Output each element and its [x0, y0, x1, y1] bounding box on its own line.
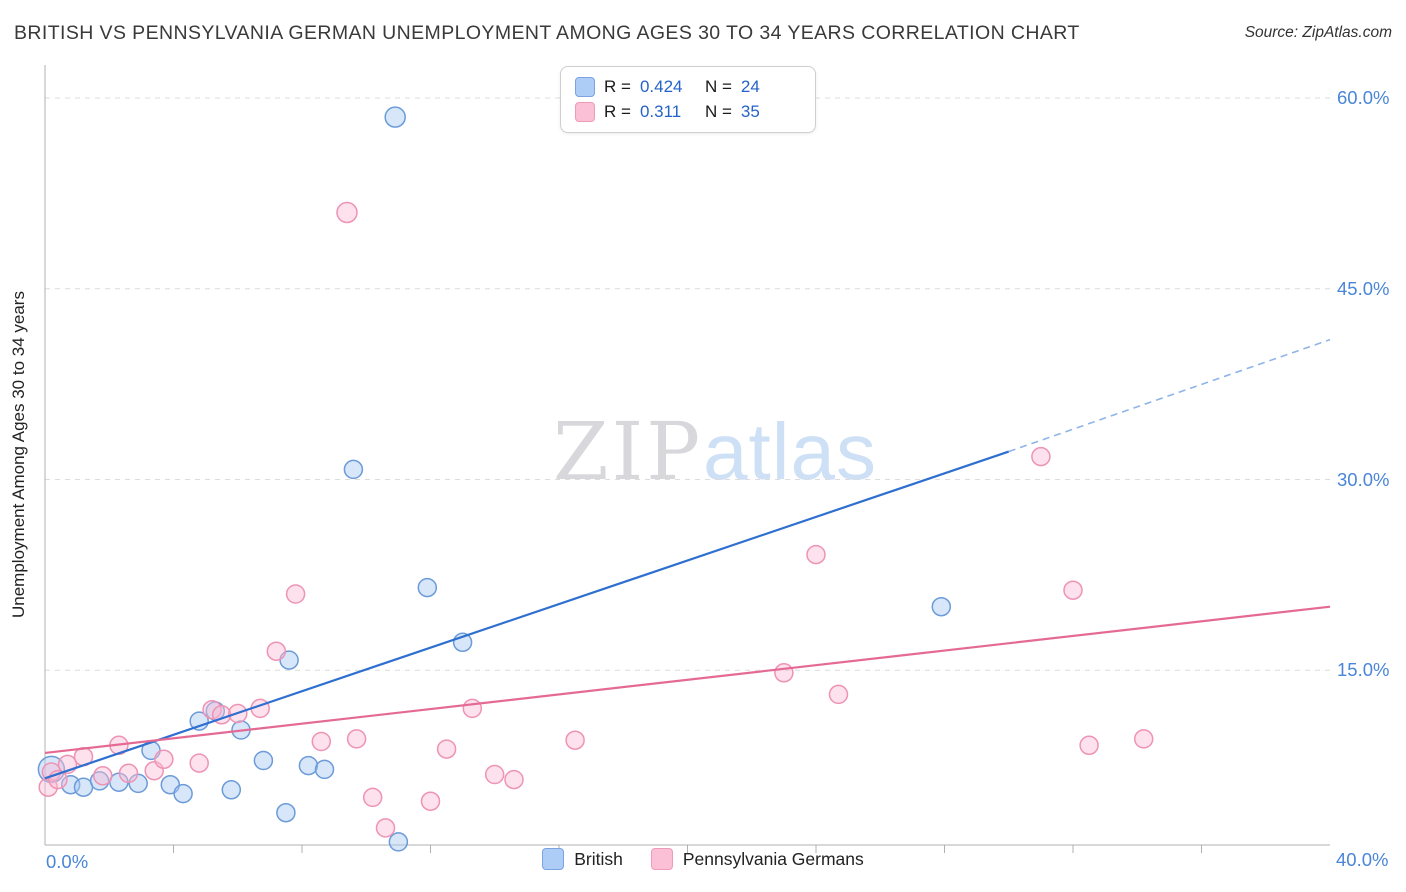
source-attribution[interactable]: Source: ZipAtlas.com [1244, 24, 1392, 41]
y-tick-label-15: 15.0% [1337, 659, 1389, 680]
n-value: 35 [740, 102, 760, 121]
british-swatch [542, 848, 565, 870]
y-tick-label-30: 30.0% [1337, 469, 1389, 490]
x-axis-max-label: 40.0% [1336, 849, 1389, 870]
r-label: R = [604, 77, 631, 96]
r-value: 0.311 [639, 102, 682, 121]
british-swatch [575, 77, 595, 97]
series-legend-label: Pennsylvania Germans [682, 848, 864, 869]
series-legend: British Pennsylvania Germans [0, 848, 1406, 870]
r-label: R = [604, 102, 631, 121]
series-legend-label: British [574, 848, 623, 869]
watermark-atlas: atlas [703, 407, 877, 496]
legend-row-pennsylvania-germans: R = 0.311 N = 35 [575, 102, 801, 122]
n-value: 24 [740, 77, 760, 96]
x-axis-min-label: 0.0% [46, 851, 89, 872]
n-label: N = [704, 77, 732, 96]
n-label: N = [704, 102, 732, 121]
legend-row-british: R = 0.424 N = 24 [575, 77, 801, 97]
page-title: BRITISH VS PENNSYLVANIA GERMAN UNEMPLOYM… [14, 22, 1080, 44]
pennsylvania-germans-swatch [575, 102, 595, 122]
watermark-zip: ZIP [553, 405, 704, 498]
series-legend-item-british: British [542, 848, 623, 870]
correlation-legend: R = 0.424 N = 24 R = 0.311 N = 35 [560, 66, 816, 133]
y-tick-label-60: 60.0% [1337, 87, 1389, 108]
y-tick-label-45: 45.0% [1337, 278, 1389, 299]
pennsylvania-germans-swatch [650, 848, 673, 870]
plot-area [37, 65, 1331, 853]
r-value: 0.424 [639, 77, 683, 96]
watermark: ZIPatlas [553, 412, 877, 492]
series-legend-item-pennsylvania-germans: Pennsylvania Germans [650, 848, 864, 870]
